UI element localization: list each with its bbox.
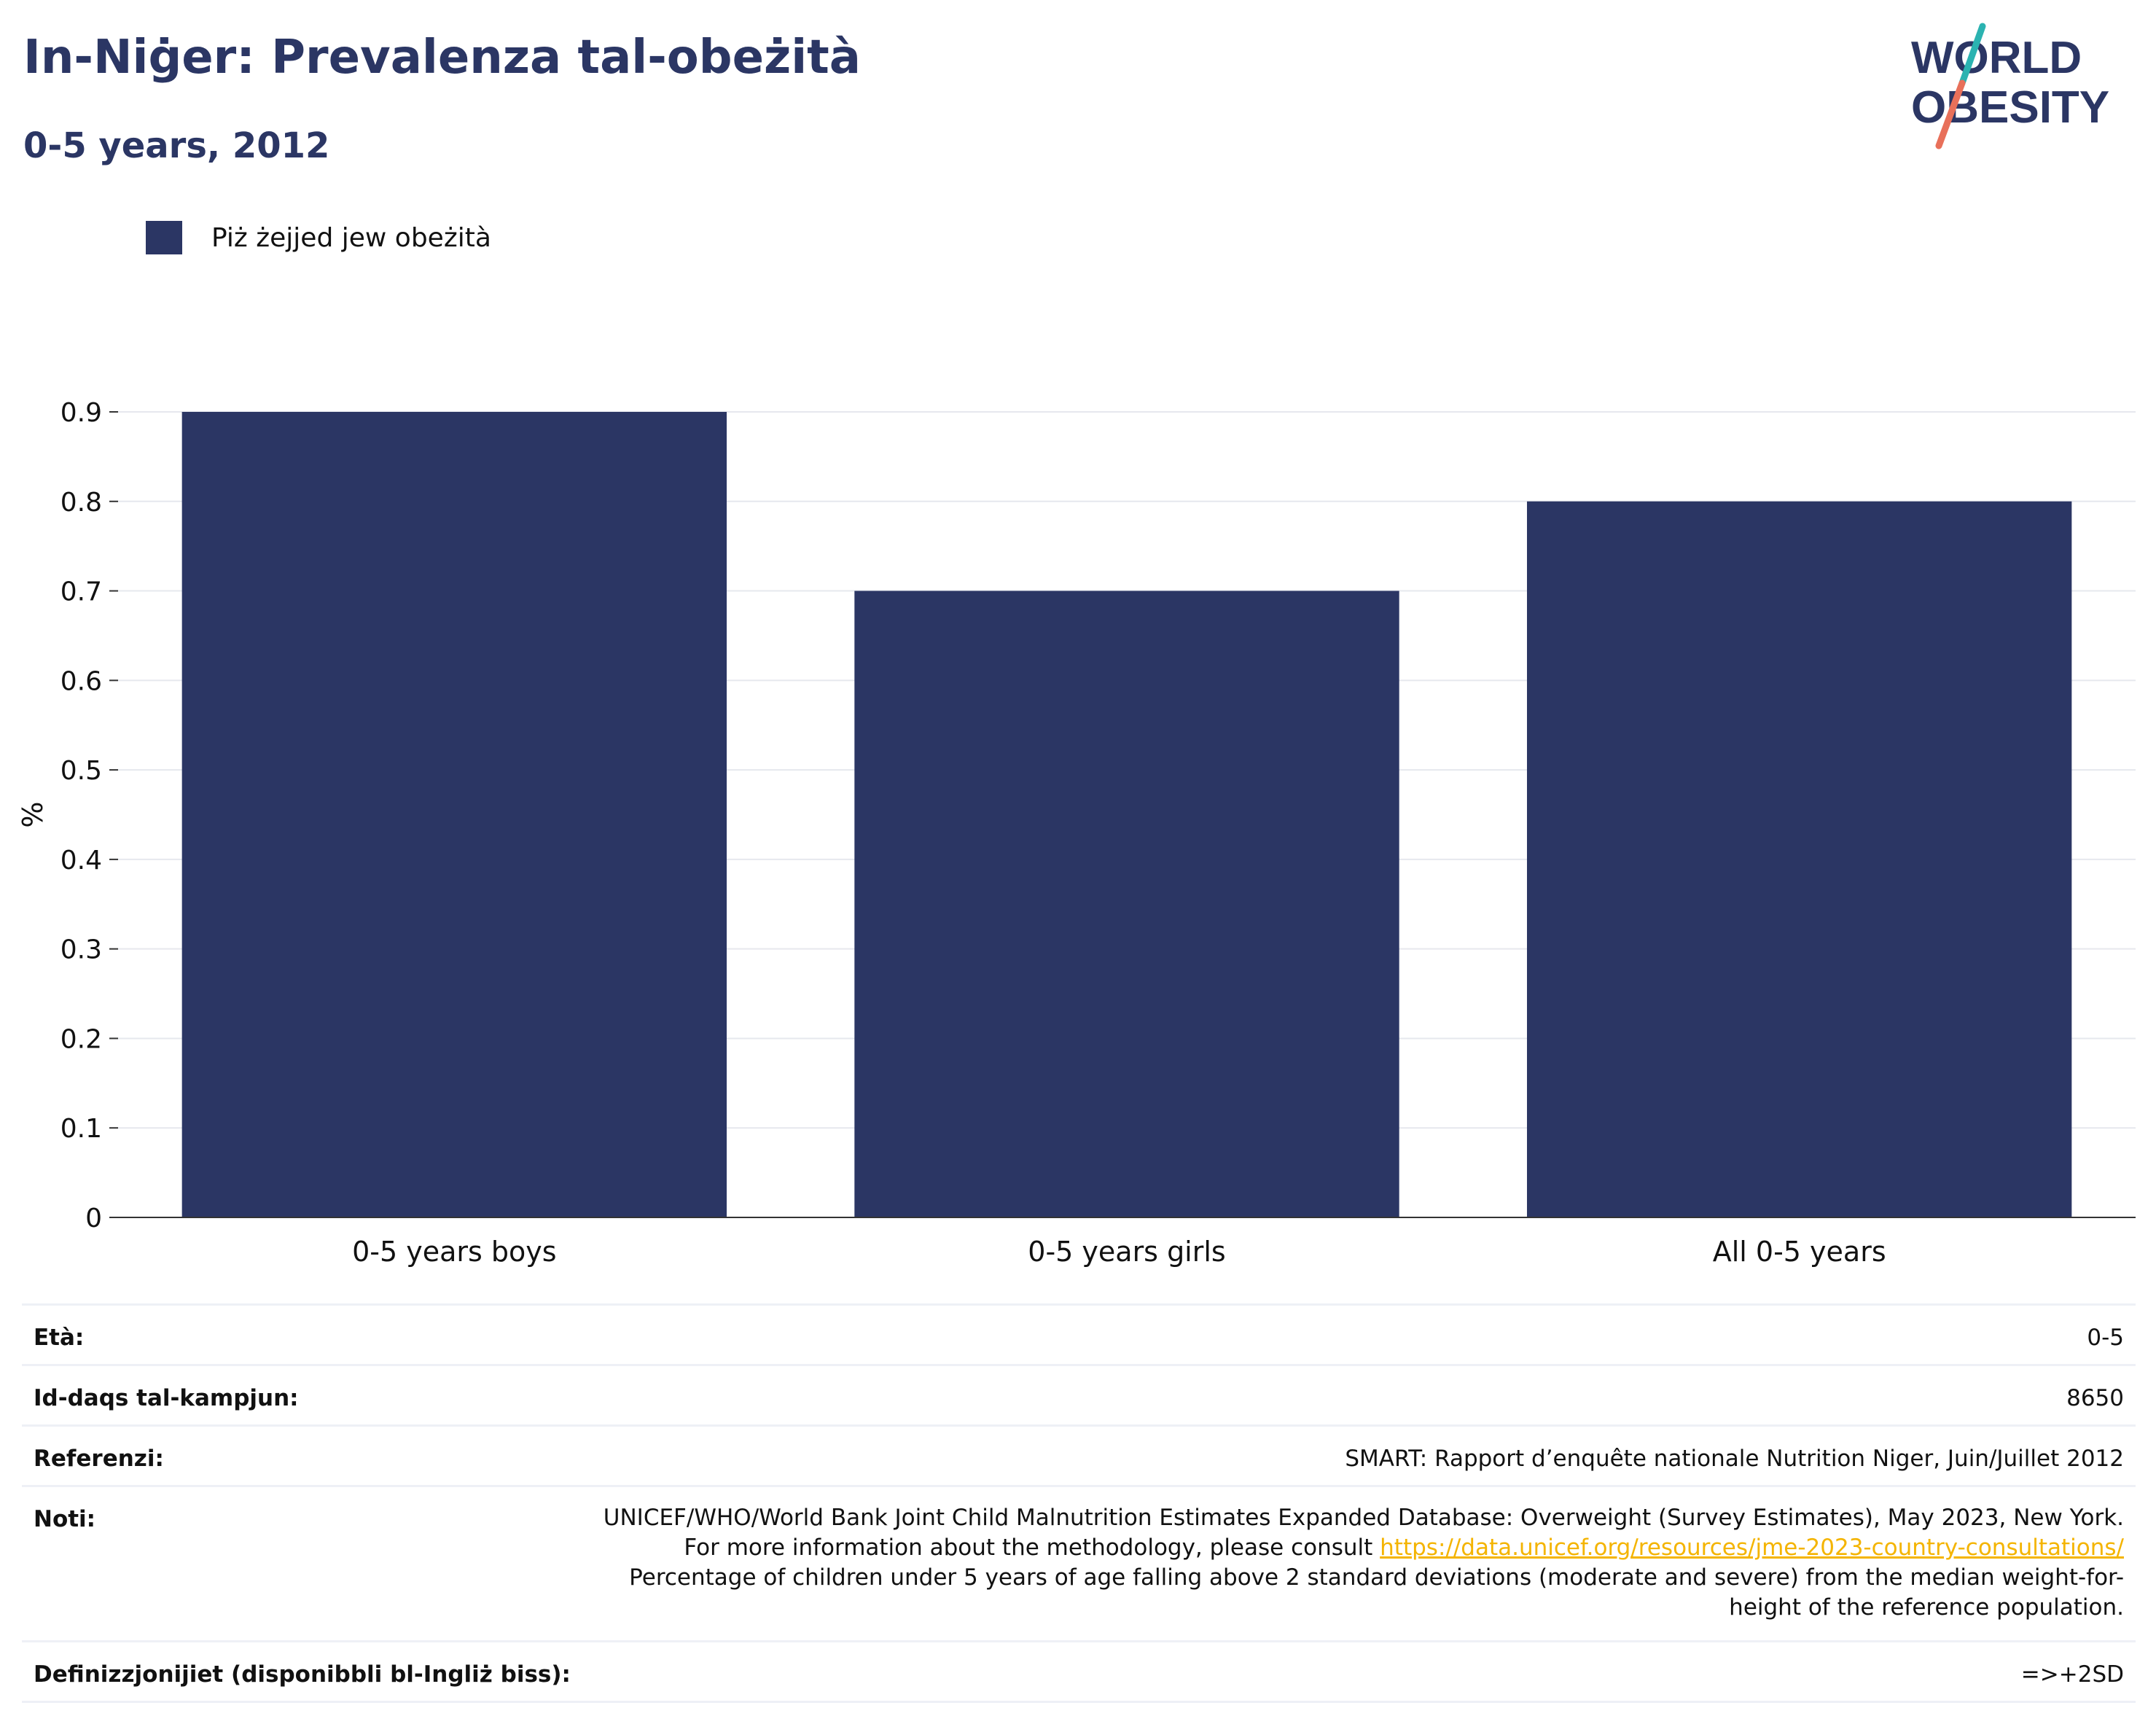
row-definitions: Definizzjonijiet (disponibbli bl-Ingliż … <box>22 1640 2136 1703</box>
info-table: Età: 0-5 Id-daqs tal-kampjun: 8650 Refer… <box>22 1303 2136 1703</box>
x-tick-label: All 0-5 years <box>1713 1236 1886 1268</box>
page-title: In-Niġer: Prevalenza tal-obeżità <box>23 31 861 85</box>
row-sample-size-value: 8650 <box>2066 1385 2124 1411</box>
y-tick-label: 0.3 <box>60 935 102 965</box>
y-tick-label: 0 <box>85 1204 102 1233</box>
notes-text-after: Percentage of children under 5 years of … <box>629 1564 2124 1621</box>
row-references: Referenzi: SMART: Rapport d’enquête nati… <box>22 1424 2136 1485</box>
legend-swatch <box>146 221 182 254</box>
row-age: Età: 0-5 <box>22 1303 2136 1364</box>
row-references-label: Referenzi: <box>34 1446 164 1472</box>
row-age-label: Età: <box>34 1325 85 1351</box>
row-sample-size: Id-daqs tal-kampjun: 8650 <box>22 1364 2136 1424</box>
notes-text-before: UNICEF/WHO/World Bank Joint Child Malnut… <box>603 1505 2124 1561</box>
y-tick-label: 0.7 <box>60 577 102 607</box>
row-notes-value: UNICEF/WHO/World Bank Joint Child Malnut… <box>593 1487 2124 1640</box>
y-tick-label: 0.8 <box>60 488 102 518</box>
row-references-value: SMART: Rapport d’enquête nationale Nutri… <box>1345 1446 2124 1472</box>
x-tick-label: 0-5 years boys <box>352 1236 556 1268</box>
y-tick-label: 0.9 <box>60 398 102 428</box>
page-subtitle: 0-5 years, 2012 <box>23 125 330 166</box>
chart-legend: Piż żejjed jew obeżità <box>146 219 491 257</box>
y-tick-label: 0.2 <box>60 1024 102 1054</box>
y-tick-labels: 0 0.1 0.2 0.3 0.4 0.5 0.6 0.7 0.8 0.9 <box>60 398 118 1233</box>
y-tick-label: 0.4 <box>60 846 102 876</box>
logo-word-world: WORLD <box>1911 33 2082 83</box>
y-tick-label: 0.1 <box>60 1114 102 1144</box>
x-tick-labels: 0-5 years boys 0-5 years girls All 0-5 yea… <box>352 1236 1886 1268</box>
row-sample-size-label: Id-daqs tal-kampjun: <box>34 1385 299 1411</box>
row-notes: Noti: UNICEF/WHO/World Bank Joint Child … <box>22 1485 2136 1640</box>
bar-layer <box>181 412 2072 1217</box>
legend-label: Piż żejjed jew obeżità <box>211 222 491 253</box>
bar <box>1526 501 2072 1217</box>
row-notes-label: Noti: <box>34 1506 96 1532</box>
logo-slash-teal <box>1958 23 1986 87</box>
bar <box>854 590 1399 1217</box>
x-tick-label: 0-5 years girls <box>1028 1236 1225 1268</box>
bar-chart: 0 0.1 0.2 0.3 0.4 0.5 0.6 0.7 0.8 0.9 0-5 years b… <box>17 398 2136 1268</box>
y-axis-label: % <box>17 801 49 827</box>
row-age-value: 0-5 <box>2087 1325 2124 1351</box>
row-definitions-value: =>+2SD <box>2020 1661 2124 1688</box>
world-obesity-logo: WORLD OBESITY <box>1911 23 2109 149</box>
row-definitions-label: Definizzjonijiet (disponibbli bl-Ingliż … <box>34 1661 571 1688</box>
notes-link[interactable]: https://data.unicef.org/resources/jme-20… <box>1380 1535 2124 1561</box>
bar <box>181 412 727 1217</box>
y-tick-label: 0.5 <box>60 756 102 786</box>
y-tick-label: 0.6 <box>60 666 102 696</box>
logo-slash-coral <box>1935 79 1966 149</box>
